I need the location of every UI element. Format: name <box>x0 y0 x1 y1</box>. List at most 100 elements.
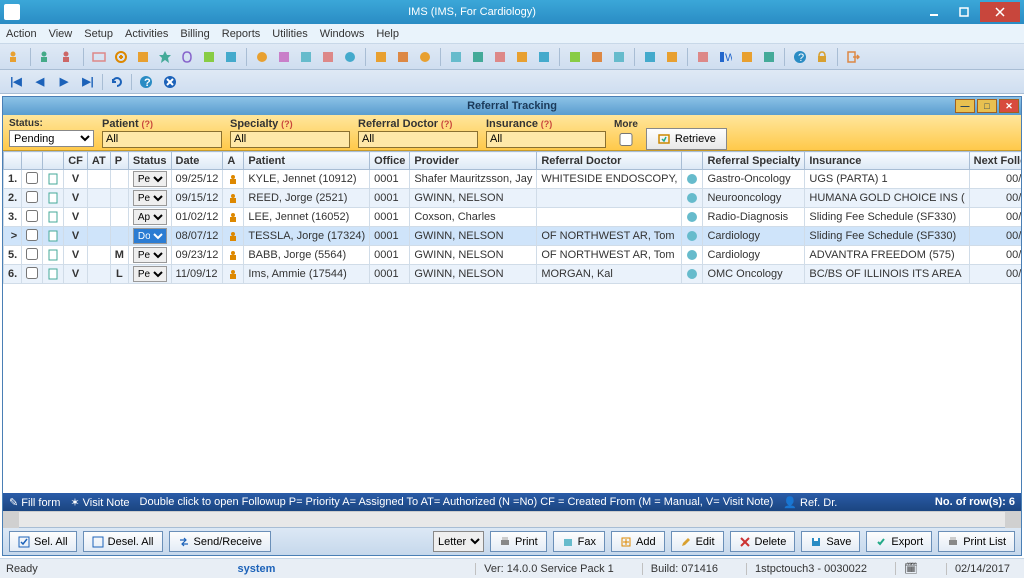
table-row[interactable]: 5.VMPending09/23/12BABB, Jorge (5564)000… <box>4 246 1022 265</box>
save-button[interactable]: Save <box>801 531 860 552</box>
col-provider[interactable]: Provider <box>410 152 537 170</box>
status-select-row[interactable]: Appt. Booked <box>133 209 167 225</box>
menu-windows[interactable]: Windows <box>320 28 365 40</box>
specialty-input[interactable] <box>230 131 350 148</box>
minimize-button[interactable] <box>920 2 948 22</box>
tb-icon-25[interactable] <box>588 48 606 66</box>
col-c13[interactable] <box>682 152 703 170</box>
col-office[interactable]: Office <box>370 152 410 170</box>
export-button[interactable]: Export <box>866 531 932 552</box>
nav-last[interactable]: ▶| <box>78 72 98 92</box>
deselall-button[interactable]: Desel. All <box>83 531 163 552</box>
row-checkbox[interactable] <box>26 210 38 222</box>
insurance-input[interactable] <box>486 131 606 148</box>
status-select-row[interactable]: Pending <box>133 190 167 206</box>
row-checkbox[interactable] <box>26 191 38 203</box>
table-row[interactable]: 3.VAppt. Booked01/02/12LEE, Jennet (1605… <box>4 208 1022 227</box>
tb-icon-10[interactable] <box>222 48 240 66</box>
col-insurance[interactable]: Insurance <box>805 152 969 170</box>
tb-icon-28[interactable] <box>663 48 681 66</box>
col-patient[interactable]: Patient <box>244 152 370 170</box>
tb-icon-30[interactable]: W <box>716 48 734 66</box>
nav-help-icon[interactable]: ? <box>136 72 156 92</box>
col-c2[interactable] <box>43 152 64 170</box>
close-button[interactable] <box>980 2 1020 22</box>
maximize-button[interactable] <box>950 2 978 22</box>
tb-icon-16[interactable] <box>372 48 390 66</box>
tb-icon-22[interactable] <box>513 48 531 66</box>
col-referral-doctor[interactable]: Referral Doctor <box>537 152 682 170</box>
tb-icon-6[interactable] <box>134 48 152 66</box>
retrieve-button[interactable]: Retrieve <box>646 128 727 150</box>
tb-icon-3[interactable] <box>59 48 77 66</box>
tb-icon-19[interactable] <box>447 48 465 66</box>
ref-minimize[interactable]: — <box>955 99 975 113</box>
sendrecv-button[interactable]: Send/Receive <box>169 531 272 552</box>
col-referral-specialty[interactable]: Referral Specialty <box>703 152 805 170</box>
refdoc-input[interactable] <box>358 131 478 148</box>
row-checkbox[interactable] <box>26 248 38 260</box>
tb-icon-12[interactable] <box>275 48 293 66</box>
row-checkbox[interactable] <box>26 172 38 184</box>
selall-button[interactable]: Sel. All <box>9 531 77 552</box>
tb-icon-11[interactable] <box>253 48 271 66</box>
assign-icon[interactable] <box>227 211 239 223</box>
nav-next[interactable]: ▶ <box>54 72 74 92</box>
tb-icon-13[interactable] <box>297 48 315 66</box>
col-cf[interactable]: CF <box>64 152 88 170</box>
tb-icon-14[interactable] <box>319 48 337 66</box>
tb-icon-32[interactable] <box>760 48 778 66</box>
tb-icon-24[interactable] <box>566 48 584 66</box>
tb-exit-icon[interactable] <box>844 48 862 66</box>
fillform-link[interactable]: ✎ Fill form <box>9 496 60 509</box>
tb-icon-31[interactable] <box>738 48 756 66</box>
status-select-row[interactable]: Doc. Received <box>133 228 167 244</box>
menu-billing[interactable]: Billing <box>180 28 209 40</box>
tb-icon-1[interactable] <box>6 48 24 66</box>
assign-icon[interactable] <box>227 173 239 185</box>
tb-icon-7[interactable] <box>156 48 174 66</box>
tb-icon-23[interactable] <box>535 48 553 66</box>
assign-icon[interactable] <box>227 192 239 204</box>
menu-view[interactable]: View <box>49 28 73 40</box>
delete-button[interactable]: Delete <box>730 531 796 552</box>
tb-lock-icon[interactable] <box>813 48 831 66</box>
tb-icon-9[interactable] <box>200 48 218 66</box>
col-p[interactable]: P <box>110 152 128 170</box>
assign-icon[interactable] <box>227 230 239 242</box>
tb-icon-29[interactable] <box>694 48 712 66</box>
status-select-row[interactable]: Pending <box>133 171 167 187</box>
nav-stop-icon[interactable] <box>160 72 180 92</box>
fax-button[interactable]: Fax <box>553 531 605 552</box>
table-row[interactable]: 1.VPending09/25/12KYLE, Jennet (10912)00… <box>4 170 1022 189</box>
menu-action[interactable]: Action <box>6 28 37 40</box>
table-row[interactable]: 6.VLPending11/09/12Ims, Ammie (17544)000… <box>4 265 1022 284</box>
tb-icon-8[interactable] <box>178 48 196 66</box>
tb-icon-21[interactable] <box>491 48 509 66</box>
nav-refresh[interactable] <box>107 72 127 92</box>
tb-icon-15[interactable] <box>341 48 359 66</box>
status-select-row[interactable]: Pending <box>133 247 167 263</box>
letter-select[interactable]: Letter <box>433 531 484 552</box>
menu-help[interactable]: Help <box>376 28 399 40</box>
tb-icon-27[interactable] <box>641 48 659 66</box>
table-row[interactable]: 2.VPending09/15/12REED, Jorge (2521)0001… <box>4 189 1022 208</box>
tb-icon-4[interactable] <box>90 48 108 66</box>
tb-icon-20[interactable] <box>469 48 487 66</box>
ref-close[interactable]: ✕ <box>999 99 1019 113</box>
menu-utilities[interactable]: Utilities <box>272 28 307 40</box>
tb-icon-26[interactable] <box>610 48 628 66</box>
grid[interactable]: CFATPStatusDateAPatientOfficeProviderRef… <box>3 151 1021 493</box>
tb-help-icon[interactable]: ? <box>791 48 809 66</box>
patient-input[interactable] <box>102 131 222 148</box>
assign-icon[interactable] <box>227 249 239 261</box>
col-date[interactable]: Date <box>171 152 223 170</box>
more-checkbox[interactable] <box>614 133 638 146</box>
col-status[interactable]: Status <box>128 152 171 170</box>
status-select-row[interactable]: Pending <box>133 266 167 282</box>
row-checkbox[interactable] <box>26 267 38 279</box>
nav-first[interactable]: |◀ <box>6 72 26 92</box>
tb-icon-17[interactable] <box>394 48 412 66</box>
col-next-followup[interactable]: Next Followup <box>969 152 1021 170</box>
row-checkbox[interactable] <box>26 229 38 241</box>
